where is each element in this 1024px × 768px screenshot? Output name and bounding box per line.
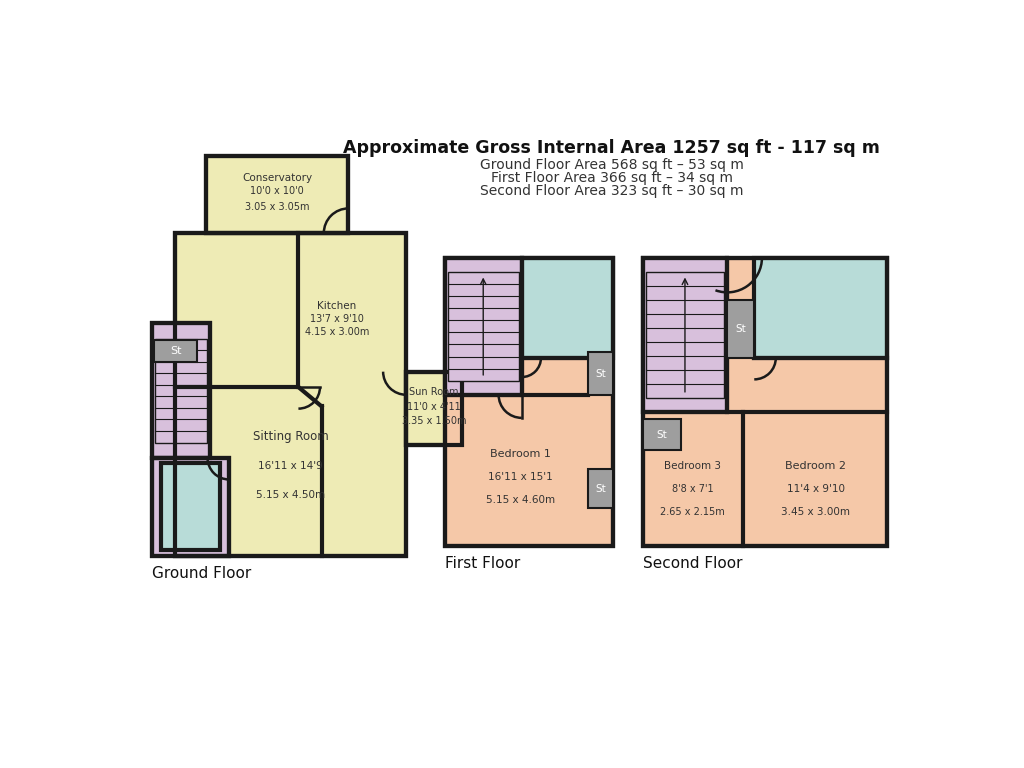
Bar — [444, 258, 612, 547]
Text: 16'11 x 14'9: 16'11 x 14'9 — [258, 461, 324, 471]
Text: St: St — [170, 346, 181, 356]
Text: 2.65 x 2.15m: 2.65 x 2.15m — [660, 507, 725, 517]
Text: 5.15 x 4.60m: 5.15 x 4.60m — [485, 495, 555, 505]
Bar — [643, 258, 888, 547]
Bar — [588, 353, 612, 395]
Text: 3.35 x 1.50m: 3.35 x 1.50m — [401, 416, 466, 426]
Bar — [444, 258, 521, 395]
Text: Kitchen: Kitchen — [317, 301, 356, 311]
Text: Second Floor Area 323 sq ft – 30 sq m: Second Floor Area 323 sq ft – 30 sq m — [480, 184, 743, 197]
Bar — [206, 156, 348, 233]
Bar — [153, 458, 229, 557]
Bar — [156, 339, 207, 442]
Bar — [407, 372, 462, 445]
Bar — [153, 458, 229, 557]
Text: Bedroom 3: Bedroom 3 — [665, 461, 721, 471]
Bar — [643, 419, 681, 450]
Text: 3.45 x 3.00m: 3.45 x 3.00m — [781, 507, 850, 517]
Text: 5.15 x 4.50m: 5.15 x 4.50m — [256, 490, 326, 500]
Text: 13'7 x 9'10: 13'7 x 9'10 — [310, 314, 364, 324]
Text: Second Floor: Second Floor — [643, 556, 742, 571]
Text: Bedroom 2: Bedroom 2 — [785, 461, 847, 471]
Bar — [447, 272, 518, 381]
Text: St: St — [656, 430, 668, 440]
Text: 4.15 x 3.00m: 4.15 x 3.00m — [305, 326, 369, 336]
Bar — [153, 323, 210, 458]
Text: Conservatory: Conservatory — [243, 173, 312, 183]
Bar — [588, 469, 612, 508]
Bar — [175, 233, 407, 557]
Bar — [643, 258, 727, 412]
Text: 8'8 x 7'1: 8'8 x 7'1 — [672, 484, 714, 494]
Text: 16'11 x 15'1: 16'11 x 15'1 — [487, 472, 553, 482]
Bar — [155, 340, 197, 362]
Text: 3.05 x 3.05m: 3.05 x 3.05m — [245, 202, 309, 212]
Text: 11'0 x 4'11: 11'0 x 4'11 — [408, 402, 461, 412]
Text: Sitting Room: Sitting Room — [253, 430, 329, 443]
Bar — [206, 156, 348, 233]
Bar — [521, 258, 612, 358]
Text: St: St — [595, 484, 605, 494]
Bar — [162, 463, 220, 551]
Bar — [153, 323, 210, 458]
Text: Bedroom 1: Bedroom 1 — [489, 449, 551, 459]
Bar — [646, 272, 724, 398]
Bar — [175, 233, 407, 557]
Text: First Floor Area 366 sq ft – 34 sq m: First Floor Area 366 sq ft – 34 sq m — [490, 170, 733, 184]
Text: St: St — [735, 324, 746, 334]
Text: Ground Floor: Ground Floor — [153, 566, 251, 581]
Text: Sun Room: Sun Room — [410, 387, 459, 397]
Text: 10'0 x 10'0: 10'0 x 10'0 — [251, 187, 304, 197]
Bar — [444, 258, 612, 547]
Text: St: St — [595, 369, 605, 379]
Bar — [727, 300, 755, 358]
Text: Approximate Gross Internal Area 1257 sq ft - 117 sq m: Approximate Gross Internal Area 1257 sq … — [343, 139, 881, 157]
Bar — [407, 372, 462, 445]
Text: 11'4 x 9'10: 11'4 x 9'10 — [786, 484, 845, 494]
Text: Ground Floor Area 568 sq ft – 53 sq m: Ground Floor Area 568 sq ft – 53 sq m — [480, 157, 743, 171]
Bar — [643, 258, 888, 547]
Bar — [755, 258, 888, 358]
Text: First Floor: First Floor — [444, 556, 520, 571]
